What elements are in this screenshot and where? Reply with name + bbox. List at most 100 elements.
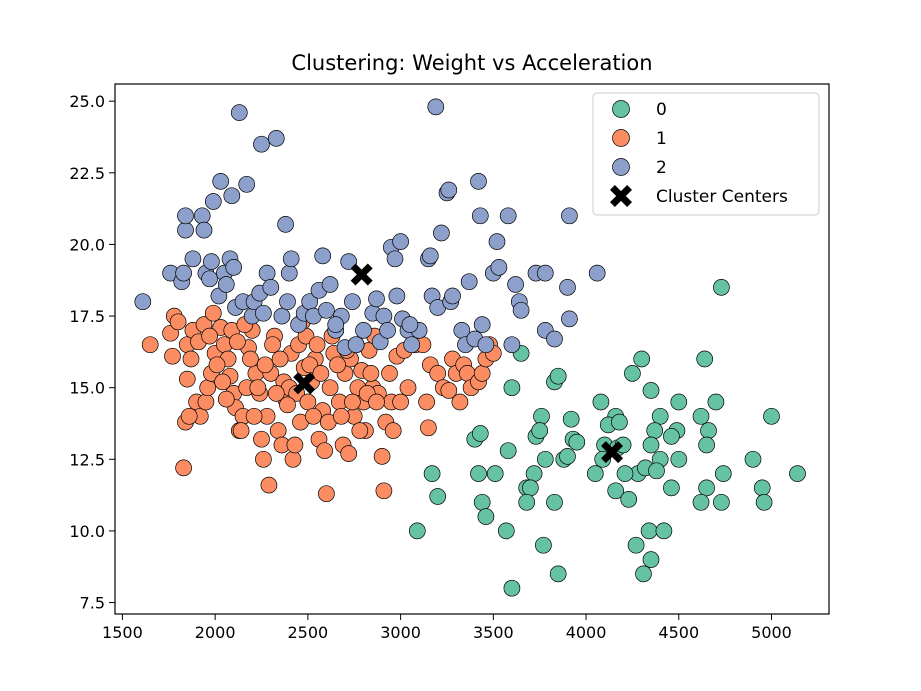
point-cluster-2 <box>282 250 300 268</box>
point-cluster-0 <box>707 393 725 411</box>
point-cluster-1 <box>318 485 335 503</box>
point-cluster-2 <box>217 276 235 293</box>
point-cluster-2 <box>536 264 554 282</box>
point-cluster-2 <box>277 216 294 233</box>
point-cluster-0 <box>655 522 673 540</box>
point-cluster-0 <box>525 465 543 482</box>
point-cluster-1 <box>164 347 181 365</box>
point-cluster-1 <box>180 407 198 425</box>
point-cluster-2 <box>273 307 291 325</box>
point-cluster-0 <box>522 479 539 497</box>
point-cluster-2 <box>193 207 211 225</box>
point-cluster-0 <box>642 382 660 399</box>
point-cluster-0 <box>497 522 515 540</box>
point-cluster-2 <box>238 175 256 193</box>
legend: 0 1 2 Cluster Centers <box>592 92 820 216</box>
point-cluster-0 <box>648 462 665 480</box>
point-cluster-0 <box>477 508 495 525</box>
x-tick-label: 3500 <box>473 623 514 642</box>
point-cluster-0 <box>789 465 806 482</box>
point-cluster-2 <box>368 290 385 308</box>
point-cluster-0 <box>536 450 554 468</box>
legend-box <box>592 92 820 216</box>
point-cluster-1 <box>332 407 350 425</box>
x-tick-label: 4000 <box>566 623 607 642</box>
point-cluster-2 <box>471 207 489 225</box>
x-tick-label: 4500 <box>658 623 699 642</box>
point-cluster-2 <box>347 336 365 354</box>
point-cluster-2 <box>340 253 358 270</box>
point-cluster-1 <box>451 393 469 411</box>
point-cluster-1 <box>204 304 222 322</box>
point-cluster-1 <box>329 356 346 374</box>
point-cluster-0 <box>562 410 580 428</box>
cluster-center-marker <box>350 263 373 286</box>
legend-marker-1 <box>612 129 630 147</box>
point-cluster-1 <box>208 356 226 374</box>
point-cluster-1 <box>229 333 246 351</box>
point-cluster-0 <box>586 465 604 482</box>
point-cluster-2 <box>440 181 458 199</box>
y-tick-label: 20.0 <box>69 235 105 254</box>
point-cluster-0 <box>763 407 780 425</box>
point-cluster-0 <box>635 565 652 583</box>
point-cluster-2 <box>253 135 270 153</box>
point-cluster-0 <box>535 536 552 554</box>
point-cluster-2 <box>559 279 576 296</box>
x-tick-label: 5000 <box>751 623 792 642</box>
point-cluster-2 <box>223 187 241 205</box>
point-cluster-2 <box>267 130 285 147</box>
series-2 <box>134 98 606 356</box>
point-cluster-1 <box>344 393 361 411</box>
point-cluster-2 <box>318 301 335 319</box>
point-cluster-1 <box>249 379 267 397</box>
point-cluster-1 <box>429 365 447 382</box>
y-tick-label: 17.5 <box>69 307 105 326</box>
legend-label: 2 <box>656 158 667 178</box>
point-cluster-0 <box>616 465 634 482</box>
point-cluster-1 <box>473 365 491 382</box>
point-cluster-2 <box>375 307 393 325</box>
point-cluster-2 <box>203 253 220 270</box>
point-cluster-0 <box>663 428 680 445</box>
point-cluster-1 <box>255 450 272 468</box>
point-cluster-2 <box>499 207 517 225</box>
point-cluster-0 <box>642 436 660 454</box>
point-cluster-0 <box>503 379 521 397</box>
point-cluster-2 <box>473 316 491 333</box>
point-cluster-2 <box>184 250 202 268</box>
legend-marker-centers <box>610 185 632 207</box>
point-cluster-2 <box>204 193 222 210</box>
y-tick-label: 10.0 <box>69 522 105 541</box>
point-cluster-1 <box>284 450 302 468</box>
point-cluster-1 <box>312 365 330 382</box>
point-cluster-0 <box>663 479 680 497</box>
point-cluster-2 <box>280 264 298 282</box>
point-cluster-0 <box>546 493 563 511</box>
point-cluster-2 <box>327 316 345 333</box>
point-cluster-2 <box>355 322 372 339</box>
point-cluster-1 <box>169 313 187 331</box>
point-cluster-2 <box>379 322 396 339</box>
legend-label: 1 <box>656 129 667 149</box>
point-cluster-0 <box>744 450 762 468</box>
point-cluster-2 <box>279 293 296 311</box>
x-tick-label: 1500 <box>102 623 143 642</box>
point-cluster-1 <box>271 350 289 368</box>
point-cluster-2 <box>477 336 495 354</box>
point-cluster-0 <box>559 448 576 465</box>
point-cluster-0 <box>568 433 586 451</box>
point-cluster-1 <box>299 393 317 411</box>
point-cluster-0 <box>713 493 730 511</box>
point-cluster-1 <box>301 356 319 374</box>
point-cluster-0 <box>633 350 651 368</box>
point-cluster-2 <box>386 250 404 268</box>
point-cluster-0 <box>713 279 730 296</box>
point-cluster-0 <box>698 479 715 497</box>
point-cluster-2 <box>262 279 280 296</box>
point-cluster-2 <box>230 104 248 121</box>
legend-marker-0 <box>612 100 630 118</box>
point-cluster-0 <box>499 442 517 460</box>
point-cluster-0 <box>640 522 658 540</box>
chart-title: Clustering: Weight vs Acceleration <box>291 51 652 75</box>
